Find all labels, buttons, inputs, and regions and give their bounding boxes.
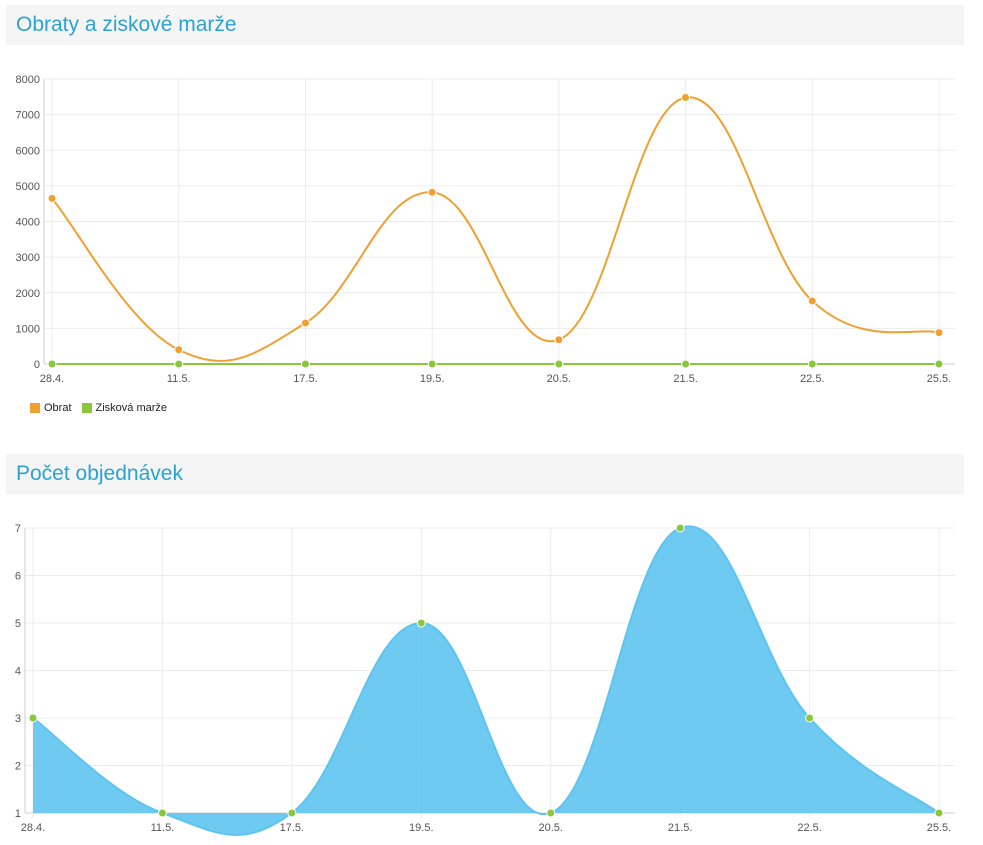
- data-point: [934, 359, 944, 369]
- data-point: [805, 713, 815, 723]
- y-tick-label: 7: [15, 523, 21, 535]
- data-point: [28, 713, 38, 723]
- x-tick-label: 19.5.: [420, 373, 444, 385]
- data-point: [807, 296, 817, 306]
- x-tick-label: 22.5.: [797, 822, 821, 834]
- x-tick-label: 17.5.: [280, 822, 304, 834]
- series-line-0: [32, 525, 940, 836]
- revenue-margin-panel-header: Obraty a ziskové marže: [6, 5, 964, 45]
- x-tick-label: 19.5.: [409, 822, 433, 834]
- x-tick-label: 28.4.: [21, 822, 45, 834]
- data-point: [427, 187, 437, 197]
- x-tick-label: 17.5.: [293, 373, 317, 385]
- legend-item-obrat[interactable]: Obrat: [30, 402, 72, 414]
- legend-swatch-ziskova-marze: [81, 403, 92, 413]
- y-tick-label: 4000: [16, 217, 40, 229]
- series-area: [33, 526, 939, 835]
- revenue-margin-chart: 0 1000 2000 3000 4000 5000 6000 7000 8000 28.4. 11…: [16, 74, 955, 385]
- legend-item-zisková-marze[interactable]: Zisková marže: [81, 402, 168, 414]
- data-point: [934, 808, 944, 818]
- data-point: [675, 523, 685, 533]
- data-point: [300, 359, 310, 369]
- data-point: [174, 359, 184, 369]
- data-point: [934, 328, 944, 338]
- x-tick-label: 25.5.: [927, 822, 951, 834]
- y-tick-label: 7000: [16, 110, 40, 122]
- data-point: [47, 359, 57, 369]
- order-count-panel-header: Počet objednávek: [6, 454, 964, 494]
- data-point: [47, 193, 57, 203]
- data-point: [174, 345, 184, 355]
- y-tick-label: 5: [15, 618, 21, 630]
- data-point: [681, 93, 691, 103]
- data-point: [554, 359, 564, 369]
- data-point: [681, 359, 691, 369]
- data-point: [807, 359, 817, 369]
- y-tick-label: 4: [15, 666, 21, 678]
- x-tick-label: 20.5.: [538, 822, 562, 834]
- y-tick-label: 1: [15, 808, 21, 820]
- legend-label-ziskova-marze: Zisková marže: [95, 402, 168, 414]
- data-point: [546, 808, 556, 818]
- y-tick-label: 0: [34, 359, 40, 371]
- legend-label-obrat: Obrat: [44, 402, 72, 414]
- data-point: [427, 359, 437, 369]
- y-tick-label: 5000: [16, 181, 40, 193]
- y-tick-label: 1000: [16, 323, 40, 335]
- y-tick-label: 6000: [16, 145, 40, 157]
- x-tick-label: 25.5.: [927, 373, 951, 385]
- legend-swatch-obrat: [30, 403, 40, 413]
- y-tick-label: 2000: [16, 288, 40, 300]
- x-tick-label: 21.5.: [673, 373, 697, 385]
- series-line-0: [51, 96, 940, 362]
- x-tick-label: 21.5.: [668, 822, 692, 834]
- x-tick-label: 11.5.: [167, 373, 191, 385]
- x-tick-label: 28.4.: [40, 373, 64, 385]
- data-point: [157, 808, 167, 818]
- data-point: [300, 318, 310, 328]
- y-tick-label: 6: [15, 571, 21, 583]
- order-count-chart-title: Počet objednávek: [16, 462, 183, 485]
- x-tick-label: 20.5.: [547, 373, 571, 385]
- y-tick-label: 3: [15, 713, 21, 725]
- data-point: [416, 618, 426, 628]
- data-point: [554, 335, 564, 345]
- y-tick-label: 8000: [16, 74, 40, 86]
- y-tick-label: 2: [15, 761, 21, 773]
- revenue-margin-legend: Obrat Zisková marže: [30, 402, 171, 414]
- x-tick-label: 22.5.: [800, 373, 824, 385]
- data-point: [287, 808, 297, 818]
- y-tick-label: 3000: [16, 252, 40, 264]
- revenue-margin-chart-title: Obraty a ziskové marže: [16, 13, 237, 36]
- x-tick-label: 11.5.: [151, 822, 175, 834]
